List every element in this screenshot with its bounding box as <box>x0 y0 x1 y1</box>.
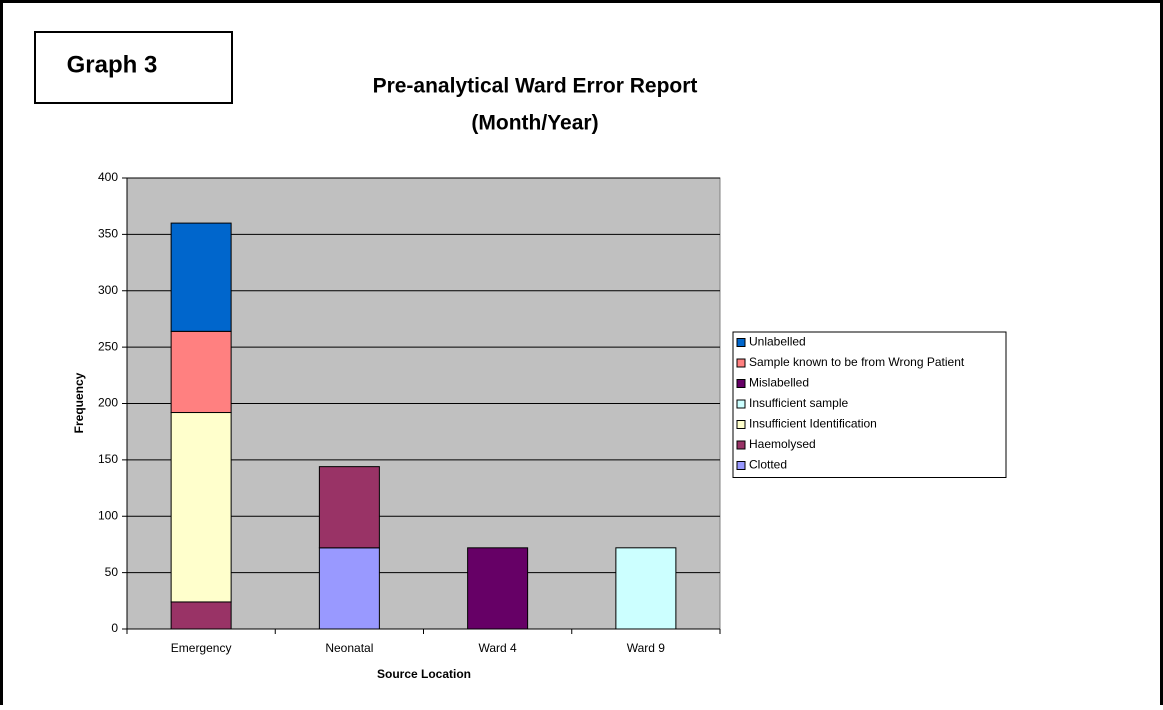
bar-segment <box>170 222 232 332</box>
y-tick-label: 200 <box>98 396 118 410</box>
x-tick-label: Ward 9 <box>627 641 666 655</box>
y-tick-label: 100 <box>98 508 118 522</box>
y-tick-label: 350 <box>98 227 118 241</box>
bar-segment <box>467 547 529 630</box>
chart-title: Pre-analytical Ward Error Report <box>373 75 698 98</box>
x-tick-label: Neonatal <box>325 641 373 655</box>
y-tick-label: 300 <box>98 283 118 297</box>
legend-swatch <box>736 379 746 388</box>
bar-segment <box>615 547 677 630</box>
legend-label: Mislabelled <box>749 376 809 390</box>
legend-swatch <box>736 358 746 368</box>
y-tick-label: 150 <box>98 452 118 466</box>
legend-label: Clotted <box>749 458 787 472</box>
legend-swatch <box>736 420 746 429</box>
legend-label: Haemolysed <box>749 437 816 451</box>
legend-label: Sample known to be from Wrong Patient <box>749 355 965 369</box>
x-axis-label: Source Location <box>377 667 471 681</box>
y-axis-label: Frequency <box>72 372 86 433</box>
x-tick-label: Emergency <box>171 641 232 655</box>
bar-segment <box>318 466 380 549</box>
badge-box <box>34 31 233 104</box>
legend-label: Unlabelled <box>749 335 806 349</box>
legend-swatch <box>736 338 746 347</box>
bar-segment <box>170 330 232 414</box>
legend-swatch <box>736 399 746 409</box>
bar-segment <box>170 601 232 630</box>
x-tick-label: Ward 4 <box>479 641 518 655</box>
chart-subtitle: (Month/Year) <box>471 112 598 135</box>
y-tick-label: 0 <box>111 621 118 635</box>
y-tick-label: 250 <box>98 339 118 353</box>
y-tick-label: 50 <box>105 565 119 579</box>
legend-label: Insufficient Identification <box>749 417 877 431</box>
legend-swatch <box>736 440 746 450</box>
y-tick-label: 400 <box>98 170 118 184</box>
bar-segment <box>318 547 380 630</box>
legend-swatch <box>736 461 746 470</box>
badge: Graph 3 <box>67 51 158 78</box>
bar-segment <box>170 412 232 603</box>
legend-box <box>732 331 1007 478</box>
legend-label: Insufficient sample <box>749 396 848 410</box>
